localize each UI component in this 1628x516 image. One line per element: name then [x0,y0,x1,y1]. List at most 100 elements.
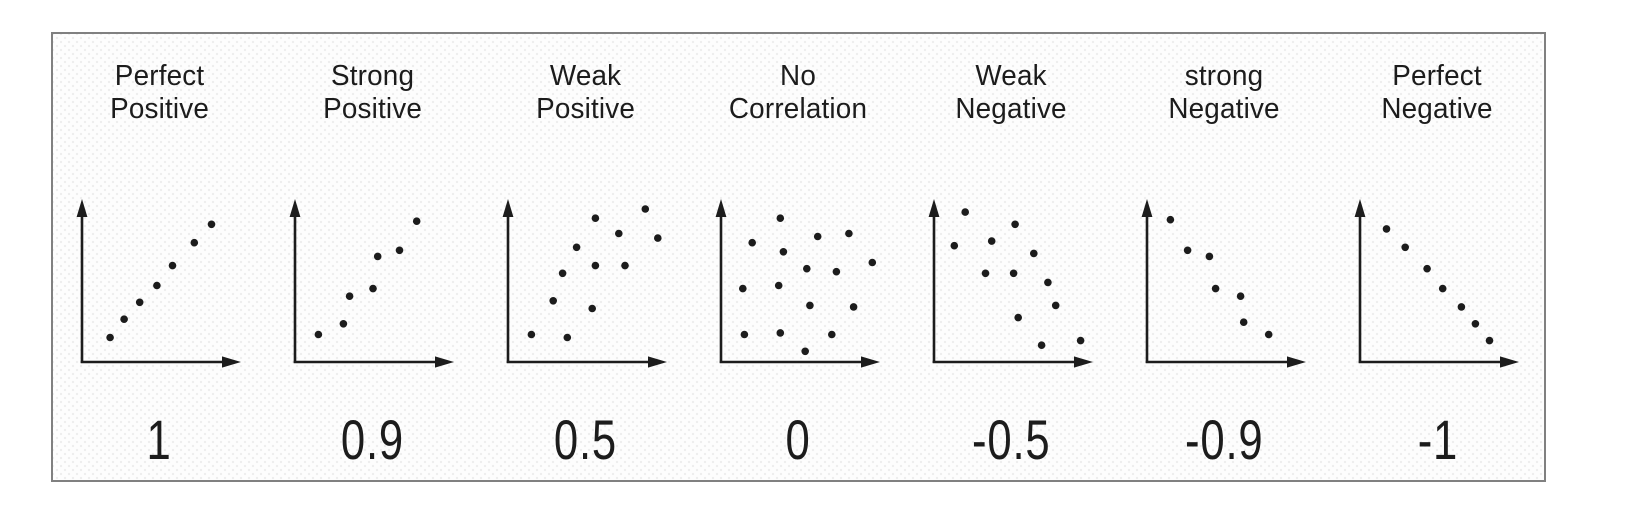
data-point [572,243,580,252]
scatter-plot [1141,199,1306,368]
panel-title-line1: Perfect [1392,60,1483,92]
data-point [1438,284,1446,293]
correlation-panels-row: Perfect Positive 1 Strong Positive 0.9 W… [53,34,1544,480]
panel-title: Weak Negative [956,60,1067,126]
x-axis-arrowhead-icon [1073,356,1093,368]
data-point [1076,336,1084,345]
data-point [802,264,811,273]
data-point [548,297,557,305]
y-axis-arrowhead-icon [76,199,87,217]
data-point [981,269,989,278]
correlation-coefficient: 0 [785,408,812,471]
data-points [105,220,215,342]
data-point [844,229,853,238]
data-point [412,217,420,225]
x-axis-arrowhead-icon [434,356,454,368]
data-point [105,333,114,342]
scatter-plot [76,199,241,368]
data-point [1205,252,1213,261]
scatter-plot [715,199,880,368]
x-axis-arrowhead-icon [221,356,241,368]
scatter-plot [928,199,1093,368]
panel-title-line2: Positive [535,93,636,125]
data-point [207,220,215,229]
data-point [653,234,662,242]
y-axis-arrowhead-icon [715,199,726,217]
data-point [1485,336,1493,345]
scatter-plot [502,199,667,368]
panel-title-line1: Weak [549,60,622,92]
data-point [1013,313,1022,322]
correlation-coefficient: 1 [146,408,173,471]
panel-title: Strong Positive [323,60,422,126]
x-axis-arrowhead-icon [860,356,880,368]
data-point [1422,264,1431,273]
panel-title-line1: Perfect [114,60,205,92]
data-point [774,281,782,290]
correlation-panel: Strong Positive 0.9 [266,34,479,480]
data-point [135,298,143,307]
correlation-coefficient: 0.9 [340,408,405,471]
data-point [527,330,535,339]
data-point [558,269,566,278]
panel-title-line2: Positive [109,93,210,125]
data-points [1382,225,1493,345]
correlation-coefficient: 0.5 [553,408,618,471]
correlation-figure-frame: Perfect Positive 1 Strong Positive 0.9 W… [51,32,1546,482]
x-axis-arrowhead-icon [1286,356,1306,368]
data-point [190,238,198,247]
data-point [152,281,161,290]
data-point [1264,330,1272,339]
data-point [776,329,784,337]
panel-title: Perfect Negative [1382,60,1493,126]
panel-title-line1: Weak [975,60,1048,92]
correlation-coefficient: -0.5 [972,408,1051,471]
data-point [563,333,571,342]
panel-title-line2: Positive [322,93,423,125]
scatter-plot [289,199,454,368]
panel-title-line1: strong [1185,60,1264,92]
panel-title-line2: Negative [1381,93,1494,125]
data-points [314,217,420,339]
data-point [587,304,596,313]
data-point [1009,269,1017,278]
data-point [1239,318,1247,326]
data-point [591,214,599,222]
data-point [800,347,809,356]
data-point [849,303,857,311]
y-axis-arrowhead-icon [502,199,513,217]
y-axis-arrowhead-icon [1141,199,1152,217]
y-axis-arrowhead-icon [289,199,300,217]
panel-title-line2: Correlation [729,93,868,125]
panel-title-line2: Negative [1168,93,1281,125]
panel-title-line1: No [780,60,817,92]
data-point [1183,246,1191,255]
data-point [119,315,128,323]
data-point [1029,249,1038,258]
correlation-panel: strong Negative -0.9 [1118,34,1331,480]
data-point [1457,303,1465,311]
data-point [395,246,403,255]
data-point [987,237,995,245]
correlation-coefficient: -1 [1417,408,1458,471]
y-axis-arrowhead-icon [1354,199,1365,217]
scatter-plot [1354,199,1519,368]
data-point [832,267,840,276]
correlation-panel: Weak Positive 0.5 [479,34,692,480]
data-point [314,330,322,339]
data-points [950,208,1084,349]
y-axis-arrowhead-icon [928,199,939,217]
panel-title: strong Negative [1169,60,1280,126]
correlation-panel: Perfect Negative -1 [1331,34,1544,480]
correlation-panel: Perfect Positive 1 [53,34,266,480]
data-point [1043,278,1052,287]
panel-title-line1: Strong [330,60,415,92]
data-point [813,232,821,241]
data-point [950,241,958,250]
data-point [776,214,784,222]
data-point [1382,225,1390,233]
correlation-panel: No Correlation 0 [692,34,905,480]
data-points [527,205,662,342]
panel-title: Weak Positive [536,60,635,126]
data-point [827,330,836,339]
